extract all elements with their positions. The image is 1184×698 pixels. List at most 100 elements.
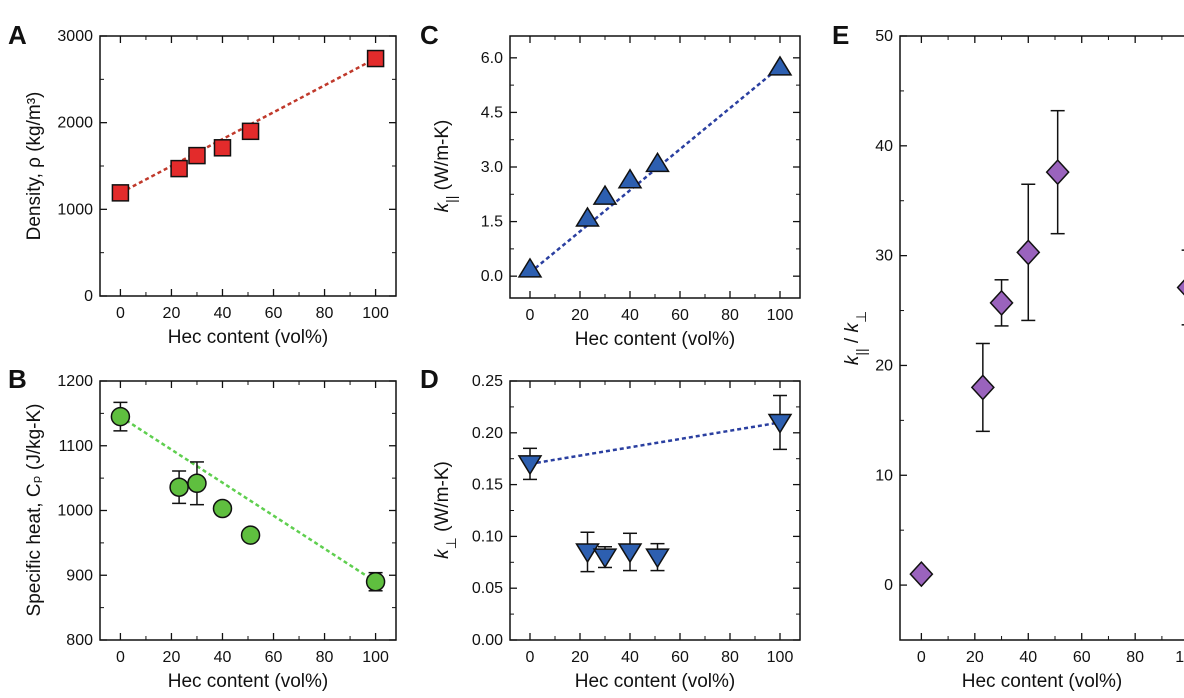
x-tick-label: 100 (362, 649, 389, 666)
x-axis-title: Hec content (vol%) (575, 671, 736, 692)
plot-frame (509, 380, 801, 641)
data-point (575, 206, 600, 227)
data-point (517, 455, 543, 476)
y-tick-label: 20 (875, 357, 893, 374)
data-point (241, 122, 260, 141)
data-point (517, 257, 543, 278)
panel-letter: E (832, 20, 849, 50)
x-tick-label: 100 (1175, 649, 1184, 666)
y-axis-title-k: k (432, 201, 453, 212)
data-point (1176, 279, 1184, 296)
y-axis-title-sub: || (443, 196, 459, 203)
y-tick-label: 2000 (57, 115, 93, 132)
y-tick-label: 0.0 (481, 268, 503, 285)
data-point (617, 168, 643, 189)
y-tick-label: 900 (66, 567, 93, 584)
data-point (240, 525, 261, 545)
fit-line (529, 421, 781, 466)
y-axis-title-k2: k (842, 322, 863, 333)
x-tick-label: 0 (116, 649, 125, 666)
x-tick-label: 100 (767, 307, 794, 324)
y-axis-title: Specific heat, Cₚ (J/kg-K) (24, 404, 45, 617)
plot-frame (99, 35, 397, 297)
x-tick-label: 0 (116, 305, 125, 322)
x-tick-label: 100 (767, 649, 794, 666)
data-point (575, 543, 600, 564)
x-tick-label: 40 (1019, 649, 1037, 666)
fit-line (119, 57, 377, 194)
x-tick-label: 60 (671, 307, 689, 324)
x-tick-label: 80 (1126, 649, 1144, 666)
y-tick-label: 0.15 (472, 477, 503, 494)
y-axis-title-unit: (W/m-K) (432, 120, 453, 196)
data-point (213, 139, 232, 157)
y-tick-label: 0 (84, 288, 93, 305)
data-point (767, 413, 793, 434)
y-axis-title-sub: ⊥ (443, 537, 459, 549)
panel-e: E 0 20 40 60 80 100 0 10 20 30 40 50 Hec content (vol… (832, 20, 1184, 692)
y-tick-label: 3.0 (481, 159, 503, 176)
data-point (645, 151, 670, 173)
data-point (1045, 159, 1070, 186)
y-axis-title: k⊥ (W/m-K) (432, 461, 459, 559)
data-point (909, 560, 934, 588)
y-tick-label: 40 (875, 138, 893, 155)
plot-frame (899, 35, 1184, 641)
y-tick-label: 0.10 (472, 528, 503, 545)
x-tick-label: 100 (362, 305, 389, 322)
y-axis-title-k: k (842, 354, 863, 365)
y-tick-label: 3000 (57, 28, 93, 45)
x-tick-label: 20 (163, 305, 181, 322)
y-tick-label: 10 (875, 467, 893, 484)
data-point (1016, 239, 1041, 266)
y-tick-label: 800 (66, 632, 93, 649)
x-tick-label: 60 (671, 649, 689, 666)
y-tick-label: 4.5 (481, 104, 503, 121)
data-point (989, 289, 1014, 316)
y-axis-title-unit: (W/m-K) (432, 461, 453, 537)
x-tick-label: 80 (316, 305, 334, 322)
y-tick-label: 0 (884, 577, 893, 594)
data-point (767, 55, 793, 76)
data-point (366, 49, 385, 68)
x-tick-label: 0 (917, 649, 926, 666)
panel-d: D 0 20 40 60 80 100 0.00 0.05 0.10 0.15 0.20 0.25 Hec… (420, 364, 801, 692)
y-tick-label: 50 (875, 28, 893, 45)
data-point (617, 543, 643, 564)
y-tick-label: 1100 (59, 438, 94, 455)
data-point (970, 374, 995, 401)
data-point (170, 159, 188, 178)
y-tick-label: 0.20 (472, 425, 503, 442)
y-tick-label: 1000 (57, 201, 93, 218)
y-tick-label: 1000 (57, 503, 93, 520)
data-point (645, 548, 670, 569)
x-tick-label: 0 (526, 649, 535, 666)
x-tick-label: 20 (163, 649, 181, 666)
data-point (592, 184, 618, 205)
y-tick-label: 1200 (57, 373, 93, 390)
data-point (212, 498, 233, 519)
panel-b: B 0 20 40 60 80 100 800 900 1000 1100 1200 Hec conte… (8, 364, 397, 692)
y-tick-label: 0.00 (472, 632, 503, 649)
data-point (592, 548, 618, 569)
panel-letter: A (8, 20, 27, 50)
plot-frame (99, 380, 397, 641)
x-axis-title: Hec content (vol%) (575, 329, 736, 350)
data-point (111, 184, 130, 202)
data-point (188, 146, 206, 165)
panel-letter: D (420, 364, 439, 394)
y-tick-label: 0.05 (472, 580, 503, 597)
y-tick-label: 6.0 (481, 50, 503, 67)
x-tick-label: 20 (571, 649, 589, 666)
x-tick-label: 80 (721, 649, 739, 666)
x-tick-label: 60 (265, 649, 283, 666)
data-point (187, 473, 207, 494)
y-axis-title-k: k (432, 548, 453, 559)
x-tick-label: 40 (621, 649, 639, 666)
y-axis-title: k|| / k⊥ (842, 311, 869, 365)
y-axis-title: Density, ρ (kg/m³) (24, 92, 45, 241)
x-tick-label: 80 (721, 307, 739, 324)
x-tick-label: 60 (265, 305, 283, 322)
x-tick-label: 40 (214, 649, 232, 666)
